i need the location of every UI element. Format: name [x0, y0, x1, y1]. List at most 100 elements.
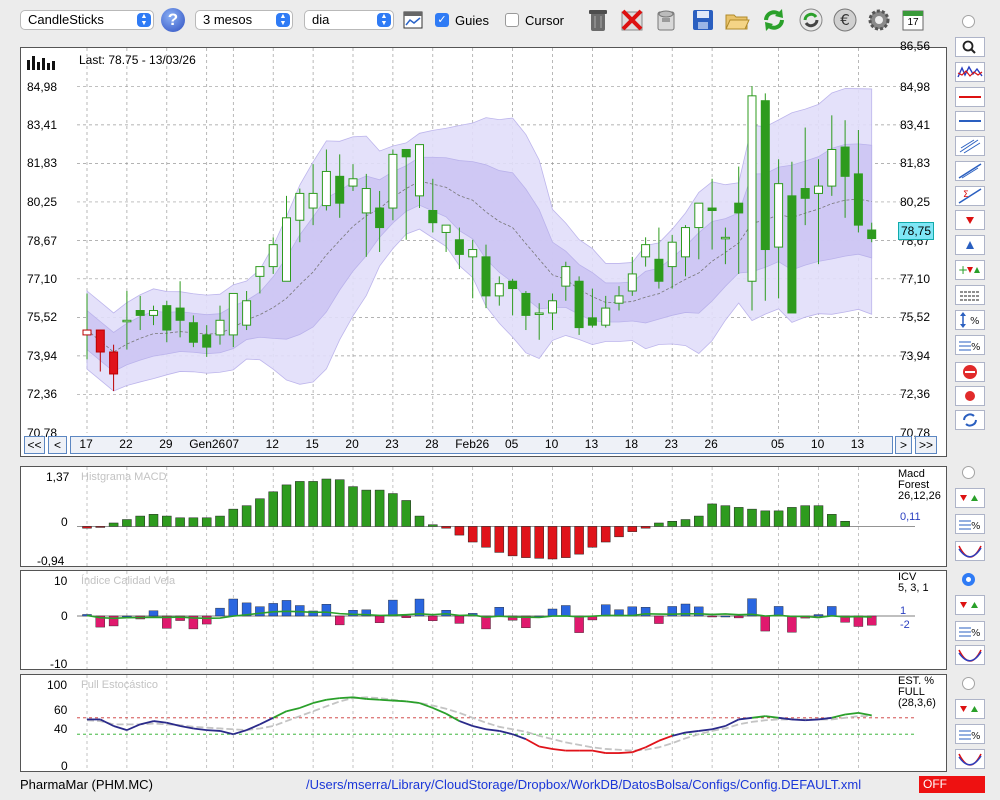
trash-icon[interactable] [584, 6, 612, 34]
stoch-k-segment [246, 723, 261, 731]
stoch-k-segment [765, 715, 779, 719]
icv-curve-button[interactable] [955, 645, 985, 665]
main-chart-radio[interactable] [962, 15, 975, 28]
sync-icon[interactable] [797, 6, 825, 34]
stoch-k-segment [512, 733, 527, 740]
next-page-button[interactable]: > [895, 436, 912, 454]
stoch-percent-button[interactable]: % [955, 724, 985, 744]
candle-body [82, 329, 92, 336]
last-price-label: Last: 78.75 - 13/03/26 [79, 53, 196, 67]
channel-tool-button[interactable] [955, 136, 985, 156]
icv-bar [867, 615, 877, 626]
macd-percent-button[interactable]: % [955, 514, 985, 534]
zoom-tool-button[interactable] [955, 37, 985, 57]
candle [175, 281, 185, 338]
stoch-k-segment [432, 707, 447, 715]
candle [468, 239, 478, 299]
chevron-updown-icon: ▲ ▼ [276, 13, 290, 27]
status-off-badge[interactable]: OFF [919, 776, 985, 793]
x-tick-label: 28 [425, 437, 439, 451]
first-page-button[interactable]: << [24, 436, 45, 454]
icv-plot[interactable] [77, 571, 915, 669]
stoch-k-segment [272, 710, 287, 719]
archive-icon[interactable] [652, 6, 680, 34]
macd-bar [547, 526, 558, 560]
stoch-curve-button[interactable] [955, 749, 985, 769]
price-chart-plot[interactable] [77, 48, 915, 433]
interval-select[interactable]: dia ▲ ▼ [304, 10, 394, 30]
euro-icon[interactable]: € [831, 6, 859, 34]
svg-text:%: % [971, 628, 981, 639]
candle-body [508, 280, 518, 290]
last-page-button[interactable]: >> [915, 436, 937, 454]
candle [361, 173, 371, 257]
icv-percent-button[interactable]: % [955, 621, 985, 641]
delete-icon[interactable] [618, 6, 646, 34]
icv-bar [228, 598, 239, 617]
macd-signals-button[interactable] [955, 488, 985, 508]
open-folder-icon[interactable] [723, 6, 751, 34]
icv-signals-button[interactable] [955, 595, 985, 615]
arrow-up-button[interactable] [955, 235, 985, 255]
candle-body [361, 188, 371, 214]
candle-body [215, 319, 225, 336]
stoch-k-segment [778, 716, 793, 721]
icv-title: Índice Calidad Vela [81, 575, 176, 587]
period-select[interactable]: 3 mesos ▲ ▼ [195, 10, 293, 30]
config-path-link[interactable]: /Users/mserra/Library/CloudStorage/Dropb… [306, 777, 862, 792]
candle-body [627, 273, 637, 292]
add-signals-button[interactable]: + [955, 260, 985, 280]
icv-bar [308, 610, 318, 617]
macd-curve-button[interactable] [955, 541, 985, 561]
chevron-updown-icon: ▲ ▼ [137, 13, 151, 27]
calendar-icon[interactable]: 17 [899, 6, 927, 34]
stoch-plot[interactable] [77, 675, 915, 771]
stoch-radio[interactable] [962, 677, 975, 690]
chart-type-select[interactable]: CandleSticks ▲ ▼ [20, 10, 154, 30]
trendline-tool-button[interactable] [955, 161, 985, 181]
stoch-k-segment [99, 718, 114, 727]
chart-view-icon[interactable] [403, 11, 423, 29]
cursor-checkbox[interactable] [505, 13, 519, 27]
macd-radio[interactable] [962, 466, 975, 479]
red-line-tool-button[interactable] [955, 87, 985, 107]
icv-radio[interactable] [962, 573, 975, 586]
x-tick-label: 18 [624, 437, 639, 451]
save-icon[interactable] [689, 6, 717, 34]
candle-body [747, 95, 757, 282]
candle-body [641, 244, 651, 258]
icv-bar [547, 608, 558, 617]
fibonacci-tool-button[interactable]: Σ [955, 186, 985, 206]
icv-bar [507, 615, 518, 621]
macd-plot[interactable] [77, 467, 915, 566]
macd-bar [760, 510, 771, 527]
record-button[interactable] [955, 386, 985, 406]
icv-bar [268, 603, 278, 617]
stoch-k-segment [711, 725, 726, 731]
y-tick-left: 78,67 [27, 233, 58, 248]
percent-scale-button[interactable]: % [955, 310, 985, 330]
candle [654, 227, 664, 289]
candle-body [335, 175, 345, 204]
clear-drawings-button[interactable] [955, 362, 985, 382]
candle-body [601, 307, 611, 326]
icv-bar [853, 615, 864, 627]
settings-icon[interactable] [865, 6, 893, 34]
swap-button[interactable] [955, 410, 985, 430]
macd-bar [494, 526, 505, 553]
help-icon[interactable]: ? [161, 8, 185, 32]
blue-line-tool-button[interactable] [955, 111, 985, 131]
timeline-scrollbar[interactable] [70, 436, 893, 454]
chart-style-button[interactable] [955, 62, 985, 82]
guides-checkbox[interactable]: ✓ [435, 13, 449, 27]
arrow-down-button[interactable] [955, 210, 985, 230]
macd-bar [374, 489, 385, 527]
stoch-k-segment [206, 729, 221, 732]
prev-page-button[interactable]: < [48, 436, 67, 454]
refresh-icon[interactable] [760, 6, 788, 34]
bars-icon[interactable] [27, 54, 57, 70]
candle [534, 303, 544, 340]
grid-lines-button[interactable] [955, 285, 985, 305]
percent-lines-button[interactable]: % [955, 335, 985, 355]
stoch-signals-button[interactable] [955, 699, 985, 719]
